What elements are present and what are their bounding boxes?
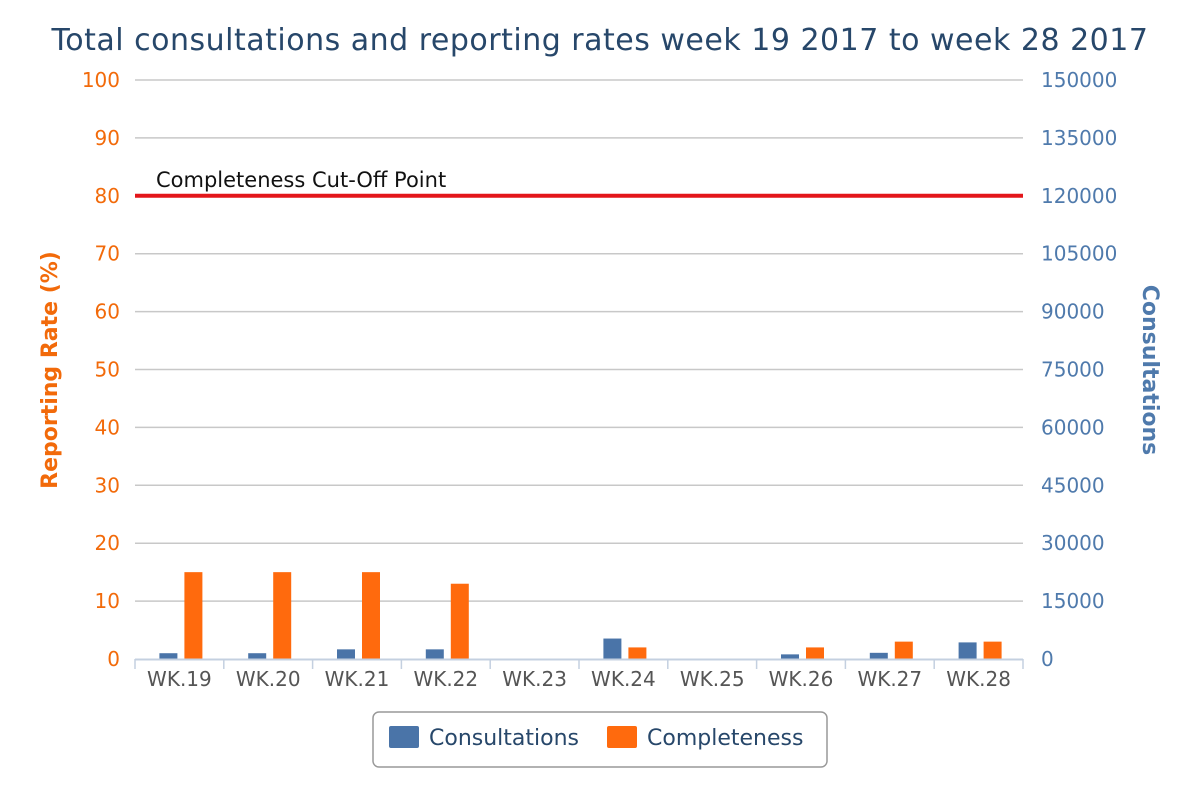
x-axis: WK.19 WK.20 WK.21 WK.22 WK.23 WK.24 WK.25 WK.26…: [134, 658, 1024, 691]
x-tick-label: WK.23: [502, 667, 567, 691]
bar-consultations-wk20[interactable]: [248, 653, 267, 659]
right-tick-label: 120000: [1041, 184, 1117, 208]
chart-title: Total consultations and reporting rates …: [51, 23, 1149, 58]
legend-box: [372, 711, 828, 768]
left-tick-label: 80: [95, 184, 120, 208]
left-tick-label: 100: [82, 68, 120, 92]
x-tick-label: WK.20: [236, 667, 301, 691]
x-tick-label: WK.24: [591, 667, 656, 691]
right-tick-label: 45000: [1041, 473, 1105, 497]
cutoff-plot-line: Completeness Cut-Off Point: [135, 168, 1023, 198]
left-tick-label: 60: [95, 300, 120, 324]
right-tick-label: 0: [1041, 647, 1054, 671]
right-axis-ticks: 0 15000 30000 45000 60000 75000 90000 105000 120…: [1041, 68, 1117, 671]
right-tick-label: 60000: [1041, 415, 1105, 439]
bar-completeness-wk20[interactable]: [273, 572, 292, 659]
left-axis-ticks: 0 10 20 30 40 50 60 70 80 90 100: [82, 68, 120, 671]
left-tick-label: 20: [95, 531, 120, 555]
bar-completeness-wk22[interactable]: [450, 583, 469, 659]
x-tick-label: WK.22: [413, 667, 478, 691]
left-axis-title: Reporting Rate (%): [38, 251, 63, 489]
bar-completeness-wk24[interactable]: [628, 647, 647, 659]
bar-consultations-wk26[interactable]: [781, 654, 799, 659]
right-tick-label: 90000: [1041, 300, 1105, 324]
bar-consultations-wk27[interactable]: [869, 652, 888, 659]
right-tick-label: 105000: [1041, 242, 1117, 266]
left-tick-label: 30: [95, 473, 120, 497]
right-tick-label: 30000: [1041, 531, 1105, 555]
legend-label-completeness: Completeness: [647, 726, 803, 751]
right-tick-label: 135000: [1041, 126, 1117, 150]
gridlines: [135, 79, 1023, 602]
left-tick-label: 90: [95, 126, 120, 150]
left-tick-label: 70: [95, 242, 120, 266]
bar-completeness-wk28[interactable]: [983, 641, 1002, 659]
bars: [159, 572, 1002, 659]
cutoff-line-label: Completeness Cut-Off Point: [156, 168, 446, 192]
left-tick-label: 50: [95, 358, 120, 382]
right-tick-label: 75000: [1041, 358, 1105, 382]
right-tick-label: 150000: [1041, 68, 1117, 92]
bar-consultations-wk24[interactable]: [603, 638, 622, 659]
x-tick-label: WK.26: [769, 667, 834, 691]
legend-item-completeness[interactable]: Completeness: [607, 726, 803, 751]
bar-completeness-wk21[interactable]: [362, 572, 380, 659]
x-tick-label: WK.27: [857, 667, 922, 691]
x-tick-label: WK.28: [946, 667, 1011, 691]
legend-swatch-completeness: [607, 726, 637, 748]
x-tick-label: WK.19: [147, 667, 212, 691]
x-tick-label: WK.25: [680, 667, 745, 691]
bar-consultations-wk28[interactable]: [958, 642, 977, 659]
bar-consultations-wk21[interactable]: [337, 649, 355, 659]
x-tick-label: WK.21: [325, 667, 390, 691]
legend-swatch-consultations: [389, 726, 419, 748]
bar-consultations-wk22[interactable]: [425, 649, 444, 659]
right-tick-label: 15000: [1041, 589, 1105, 613]
left-tick-label: 10: [95, 589, 120, 613]
legend-label-consultations: Consultations: [429, 726, 579, 751]
legend-item-consultations[interactable]: Consultations: [389, 726, 579, 751]
bar-completeness-wk19[interactable]: [184, 572, 203, 659]
bar-consultations-wk19[interactable]: [159, 653, 178, 659]
legend: Consultations Completeness: [372, 711, 828, 768]
bar-completeness-wk26[interactable]: [806, 647, 824, 659]
left-tick-label: 0: [107, 647, 120, 671]
right-axis-title: Consultations: [1137, 285, 1162, 456]
bar-completeness-wk27[interactable]: [894, 641, 913, 659]
left-tick-label: 40: [95, 415, 120, 439]
